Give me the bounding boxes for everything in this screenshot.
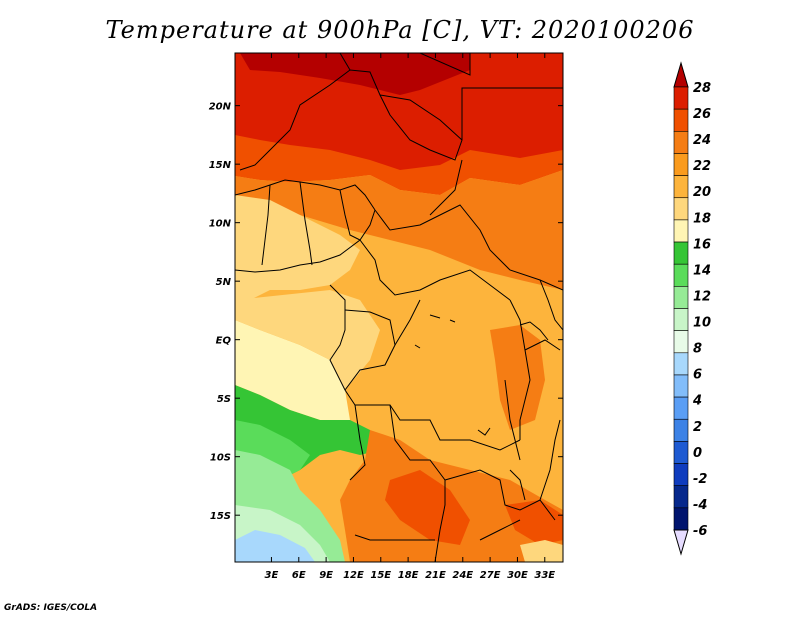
colorbar-swatch xyxy=(673,86,689,110)
y-tick-label: 15S xyxy=(210,511,231,522)
colorbar-label: 28 xyxy=(693,81,711,96)
x-tick-label: 18E xyxy=(398,570,419,581)
colorbar-swatch xyxy=(673,286,689,309)
colorbar-label: 2 xyxy=(693,420,702,435)
colorbar-label: 0 xyxy=(693,446,702,461)
colorbar-label: 26 xyxy=(693,107,711,122)
colorbar-swatch xyxy=(673,463,689,486)
colorbar-label: 14 xyxy=(693,263,711,278)
x-tick-label: 9E xyxy=(319,570,333,581)
x-tick-label: 12E xyxy=(343,570,364,581)
colorbar-label: 24 xyxy=(693,133,711,148)
colorbar-swatch xyxy=(673,330,689,354)
colorbar-swatch xyxy=(673,352,689,376)
x-tick-label: 3E xyxy=(265,570,279,581)
y-tick-label: 5S xyxy=(217,394,231,405)
y-tick-label: 10S xyxy=(210,453,231,464)
colorbar-swatch xyxy=(673,153,689,176)
colorbar-swatch xyxy=(673,507,689,531)
colorbar-swatch xyxy=(673,219,689,243)
x-axis-ticks: 3E 6E 9E 12E 15E 18E 21E 24E 27E 30E 33E xyxy=(265,53,555,581)
colorbar-swatch xyxy=(673,441,689,464)
x-tick-label: 15E xyxy=(370,570,391,581)
colorbar-label: -6 xyxy=(693,524,707,539)
colorbar-label: 12 xyxy=(693,289,711,304)
y-tick-label: 10N xyxy=(209,219,232,230)
colorbar-bottom-arrow xyxy=(673,529,689,556)
colorbar-swatch xyxy=(673,197,689,221)
colorbar-swatch xyxy=(673,396,689,420)
colorbar-label: 22 xyxy=(693,159,711,174)
colorbar-swatch xyxy=(673,485,689,509)
colorbar-swatch xyxy=(673,131,689,154)
y-tick-label: 15N xyxy=(209,160,232,171)
colorbar-label: 8 xyxy=(693,342,702,357)
colorbar-swatch xyxy=(673,418,689,442)
plot-frame xyxy=(234,52,564,563)
colorbar-label: 16 xyxy=(693,237,711,252)
x-tick-label: 30E xyxy=(507,570,528,581)
temperature-shading xyxy=(235,53,563,562)
y-tick-label: 20N xyxy=(209,102,232,113)
colorbar-swatch xyxy=(673,108,689,132)
y-tick-label: EQ xyxy=(216,336,232,347)
colorbar-label: -2 xyxy=(693,472,707,487)
colorbar-top-arrow xyxy=(673,61,689,88)
x-tick-label: 27E xyxy=(480,570,501,581)
colorbar-label: 6 xyxy=(693,368,702,383)
y-tick-label: 5N xyxy=(216,277,232,288)
x-tick-label: 24E xyxy=(452,570,473,581)
colorbar-swatch xyxy=(673,241,689,265)
colorbar-swatch xyxy=(673,308,689,331)
colorbar-swatch xyxy=(673,374,689,398)
x-tick-label: 6E xyxy=(292,570,306,581)
map-title: Temperature at 900hPa [C], VT: 202010020… xyxy=(105,16,695,44)
colorbar-label: 10 xyxy=(693,316,711,331)
colorbar-label: 4 xyxy=(692,394,702,409)
colorbar-swatch xyxy=(673,175,689,199)
colorbar-label: 18 xyxy=(693,211,711,226)
colorbar-swatch xyxy=(673,263,689,287)
country-borders xyxy=(235,53,563,562)
colorbar-label: -4 xyxy=(693,498,707,513)
x-tick-label: 21E xyxy=(425,570,446,581)
grads-credit: GrADS: IGES/COLA xyxy=(4,603,98,613)
x-tick-label: 33E xyxy=(534,570,555,581)
colorbar-label: 20 xyxy=(693,185,711,200)
y-axis-ticks: 20N 15N 10N 5N EQ 5S 10S 15S xyxy=(209,102,563,522)
